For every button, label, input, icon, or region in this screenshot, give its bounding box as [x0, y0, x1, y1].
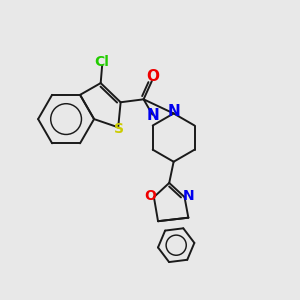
Text: N: N — [147, 108, 160, 123]
Text: S: S — [114, 122, 124, 136]
Text: O: O — [146, 69, 159, 84]
Text: N: N — [183, 190, 194, 203]
Text: O: O — [144, 190, 156, 203]
Text: N: N — [167, 103, 180, 118]
Text: Cl: Cl — [95, 55, 110, 69]
